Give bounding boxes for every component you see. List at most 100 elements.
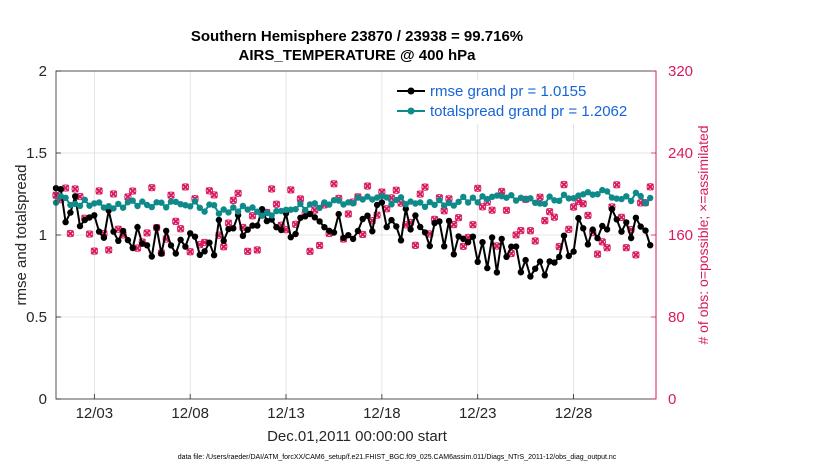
rmse-point (493, 269, 501, 276)
obs-count-marker (502, 206, 511, 215)
rmse-point (148, 253, 155, 260)
rmse-point (258, 206, 266, 213)
rmse-point (67, 209, 74, 216)
totalspread-point (354, 194, 362, 201)
rmse-point (263, 217, 271, 225)
rmse-point (330, 229, 338, 236)
obs-count-marker (267, 185, 276, 193)
obs-count-marker (66, 229, 75, 238)
rmse-point (603, 226, 611, 233)
rmse-point (364, 212, 371, 219)
x-tick-label: 12/23 (459, 405, 497, 422)
totalspread-point (306, 201, 314, 208)
rmse-point (158, 250, 165, 257)
totalspread-point (474, 199, 481, 206)
totalspread-point (455, 198, 462, 205)
totalspread-point (527, 195, 534, 202)
totalspread-point (258, 212, 266, 219)
rmse-point (627, 234, 635, 242)
obs-count-marker (598, 238, 607, 246)
obs-count-marker (632, 251, 640, 259)
rmse-point (129, 244, 136, 252)
x-axis-label: Dec.01,2011 00:00:00 start (267, 428, 448, 445)
totalspread-point (532, 199, 539, 206)
obs-count-marker (186, 248, 194, 256)
obs-count-marker (205, 187, 214, 195)
obs-count-marker (234, 189, 242, 198)
totalspread-point (282, 206, 290, 213)
totalspread-point (62, 194, 69, 201)
totalspread-point (522, 196, 529, 203)
totalspread-point (498, 193, 505, 200)
totalspread-point (215, 210, 223, 217)
totalspread-point (330, 197, 338, 204)
rmse-point (373, 201, 381, 209)
obs-count-marker (622, 243, 630, 252)
totalspread-point (182, 202, 189, 209)
rmse-point (292, 230, 299, 238)
rmse-point (637, 223, 644, 230)
totalspread-point (278, 207, 285, 215)
totalspread-point (76, 202, 84, 209)
plot-area: 12/03 12/08 12/13 12/18 12/23 12/28 0 0.5 1 1.5 2… (26, 63, 693, 422)
rmse-point (642, 227, 649, 234)
rmse-point (297, 214, 304, 221)
totalspread-point (206, 201, 213, 208)
rmse-point (153, 224, 160, 231)
rmse-point (512, 243, 520, 250)
obs-count-marker (243, 247, 252, 255)
obs-count-marker (560, 180, 568, 189)
rmse-point (91, 212, 98, 219)
rmse-point (378, 199, 386, 206)
totalspread-point (297, 200, 304, 207)
rmse-point (244, 226, 251, 233)
right-y-tick-label: 80 (668, 309, 685, 326)
obs-count-marker (565, 225, 573, 234)
right-y-tick-label: 0 (668, 391, 676, 408)
totalspread-point (139, 198, 146, 205)
rmse-point (287, 234, 294, 241)
totalspread-point (503, 194, 510, 201)
rmse-point (191, 233, 199, 240)
rmse-point (484, 264, 491, 272)
rmse-point (527, 273, 534, 280)
totalspread-point (239, 202, 247, 210)
y-tick-label: 1.5 (26, 145, 47, 162)
obs-count-marker (526, 226, 535, 235)
rmse-point (393, 223, 400, 230)
obs-count-marker (584, 211, 592, 220)
obs-count-marker (176, 225, 185, 233)
rmse-point (570, 248, 577, 255)
totalspread-point (608, 194, 616, 201)
rmse-point (95, 228, 103, 235)
totalspread-point (436, 196, 443, 204)
obs-count-marker (469, 221, 477, 229)
rmse-point (441, 243, 448, 250)
totalspread-point (124, 199, 132, 206)
totalspread-point (402, 201, 409, 208)
totalspread-point (493, 192, 501, 199)
rmse-point (397, 237, 405, 244)
rmse-point (143, 242, 151, 249)
totalspread-point (134, 202, 141, 210)
totalspread-point (321, 199, 328, 206)
totalspread-point (326, 201, 333, 208)
obs-count-marker (363, 182, 372, 190)
obs-count-marker (541, 216, 549, 225)
totalspread-point (335, 197, 342, 204)
rmse-point (81, 216, 89, 224)
totalspread-point (412, 200, 419, 207)
obs-count-marker (148, 183, 156, 192)
rmse-point (201, 248, 208, 255)
rmse-point (464, 239, 472, 246)
rmse-point (632, 214, 640, 221)
right-y-tick-label: 240 (668, 145, 693, 162)
right-y-tick-label: 160 (668, 227, 693, 244)
totalspread-point (508, 192, 515, 199)
rmse-point (613, 216, 620, 223)
totalspread-point (642, 200, 649, 207)
totalspread-point (450, 202, 457, 209)
rmse-point (177, 236, 184, 243)
rmse-point (479, 239, 486, 246)
totalspread-point (292, 206, 299, 213)
